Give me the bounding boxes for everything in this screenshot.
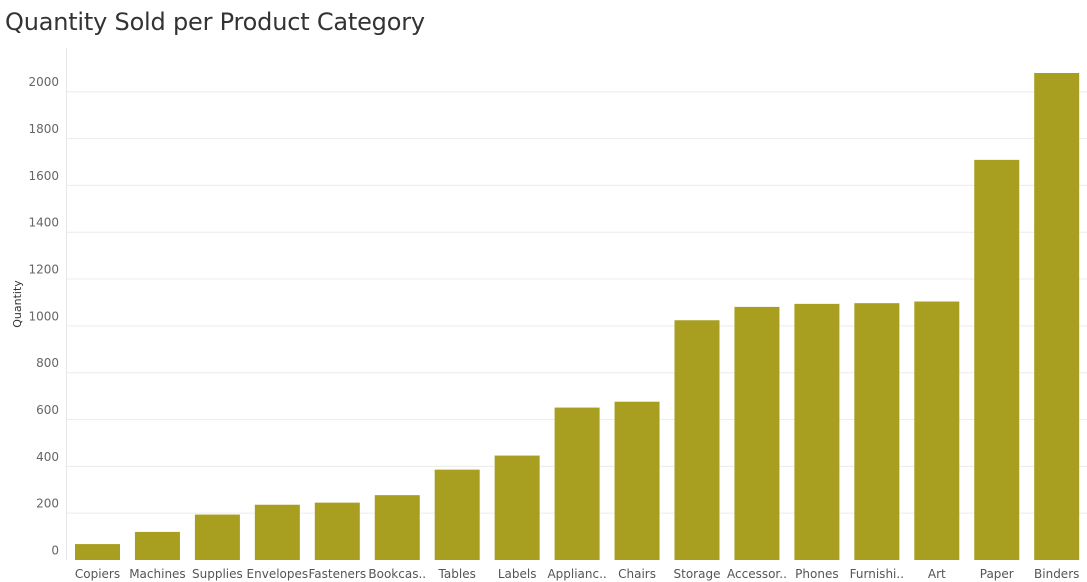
- y-tick-label: 1400: [28, 216, 59, 230]
- x-category-label: Copiers: [75, 567, 120, 581]
- bar-art[interactable]: [914, 301, 960, 560]
- bar-chairs[interactable]: [614, 401, 660, 560]
- y-tick-label: 1600: [28, 169, 59, 183]
- x-category-label: Tables: [438, 567, 476, 581]
- x-category-label: Labels: [498, 567, 537, 581]
- x-category-label: Bookcas..: [368, 567, 426, 581]
- x-category-label: Paper: [980, 567, 1014, 581]
- y-tick-label: 400: [36, 450, 59, 464]
- y-tick-label: 1800: [28, 122, 59, 136]
- x-category-label: Accessor..: [727, 567, 787, 581]
- y-tick-label: 1000: [28, 309, 59, 323]
- y-tick-label: 0: [51, 544, 59, 558]
- bar-phones[interactable]: [794, 303, 840, 560]
- x-category-label: Chairs: [618, 567, 656, 581]
- bar-supplies[interactable]: [194, 514, 240, 560]
- x-category-label: Envelopes: [247, 567, 309, 581]
- bars: [75, 73, 1080, 560]
- bar-machines[interactable]: [134, 531, 180, 560]
- bar-furnishi[interactable]: [854, 303, 900, 560]
- y-tick-label: 200: [36, 497, 59, 511]
- x-category-label: Fasteners: [308, 567, 366, 581]
- x-category-label: Phones: [795, 567, 838, 581]
- bar-applianc[interactable]: [554, 407, 600, 560]
- bar-storage[interactable]: [674, 320, 720, 560]
- bar-accessor[interactable]: [734, 306, 780, 560]
- y-tick-label: 800: [36, 356, 59, 370]
- bar-envelopes[interactable]: [254, 504, 300, 560]
- bar-bookcas[interactable]: [374, 495, 420, 560]
- y-tick-label: 600: [36, 403, 59, 417]
- bar-paper[interactable]: [974, 159, 1020, 560]
- bar-tables[interactable]: [434, 469, 480, 560]
- bar-labels[interactable]: [494, 455, 540, 560]
- x-category-label: Applianc..: [547, 567, 606, 581]
- x-category-label: Storage: [674, 567, 721, 581]
- x-category-label: Binders: [1034, 567, 1079, 581]
- chart-title: Quantity Sold per Product Category: [5, 8, 425, 36]
- bar-copiers[interactable]: [75, 544, 120, 560]
- x-category-label: Machines: [129, 567, 185, 581]
- x-category-label: Supplies: [192, 567, 243, 581]
- y-axis-title: Quantity: [11, 280, 24, 328]
- bar-fasteners[interactable]: [314, 502, 360, 560]
- x-category-label: Art: [928, 567, 946, 581]
- y-axis-ticks: 0 200 400 600 800 1000 1200 1400 1600 1800 2000: [28, 75, 59, 557]
- bar-binders[interactable]: [1034, 73, 1080, 560]
- x-axis-labels: Copiers Machines Supplies Envelopes Fastener…: [75, 567, 1080, 581]
- y-tick-label: 1200: [28, 263, 59, 277]
- x-category-label: Furnishi..: [850, 567, 904, 581]
- y-tick-label: 2000: [28, 75, 59, 89]
